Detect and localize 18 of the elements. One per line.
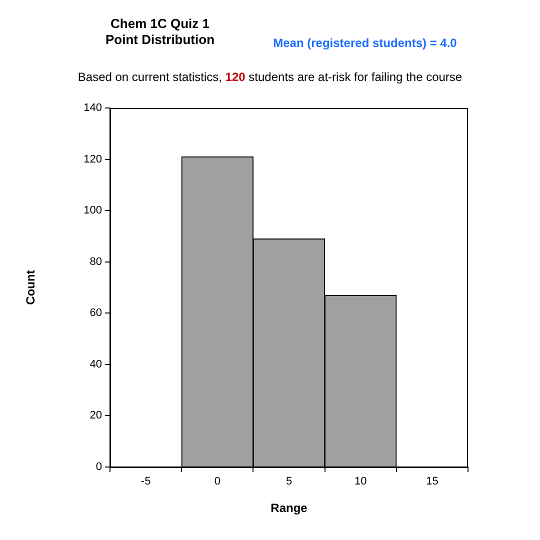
x-tick-label: 15	[426, 476, 438, 488]
y-tick-label: 0	[96, 461, 102, 474]
y-tick-label: 120	[84, 153, 102, 166]
y-tick-label: 20	[90, 410, 102, 422]
y-tick-label: 60	[90, 307, 102, 320]
x-tick-label: 10	[354, 476, 367, 488]
x-tick-label: 0	[214, 476, 220, 488]
x-axis-title: Range	[270, 501, 308, 516]
y-axis-title: Count	[24, 270, 38, 305]
y-tick-label: 140	[84, 102, 102, 114]
chart-subtitle: Based on current statistics, 120 students are at-risk for failing the course	[78, 70, 462, 84]
y-tick-label: 80	[90, 256, 102, 268]
y-tick-label: 100	[84, 204, 102, 217]
chart-title: Chem 1C Quiz 1 Point Distribution	[104, 16, 216, 48]
x-tick-label: -5	[140, 476, 151, 488]
y-tick-label: 40	[90, 358, 102, 370]
text: Mean (registered students) = 4.0	[272, 36, 458, 50]
x-tick-label: 5	[286, 476, 292, 488]
